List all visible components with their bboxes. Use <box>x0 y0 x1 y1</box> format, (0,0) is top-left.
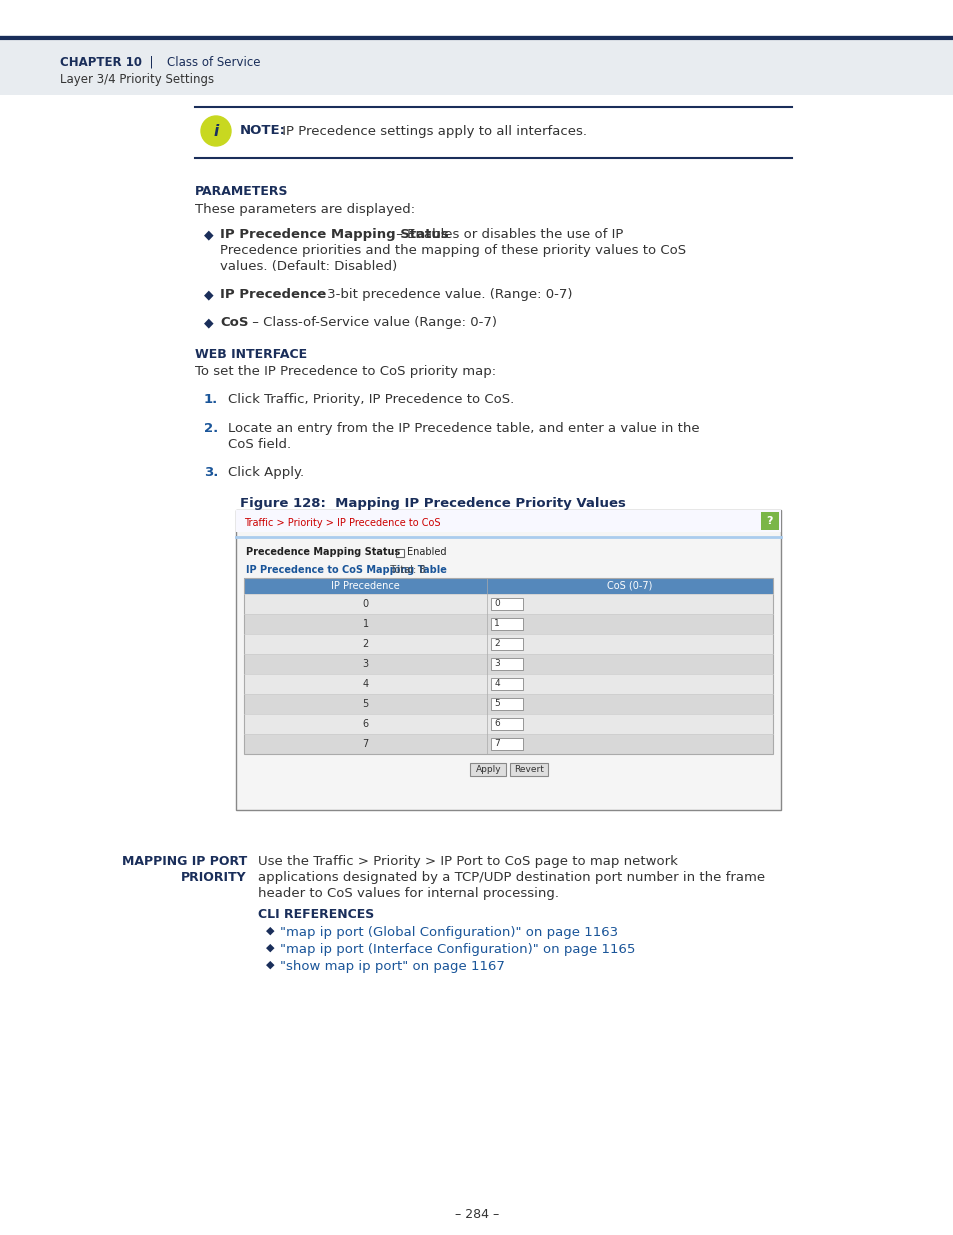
Text: Click Traffic, Priority, IP Precedence to CoS.: Click Traffic, Priority, IP Precedence t… <box>228 393 514 406</box>
Bar <box>491 698 523 710</box>
Text: Total: 8: Total: 8 <box>384 564 425 576</box>
Bar <box>244 594 772 614</box>
Bar <box>244 578 772 755</box>
Text: ◆: ◆ <box>266 960 274 969</box>
Text: CoS (0-7): CoS (0-7) <box>607 580 652 592</box>
Text: |: | <box>142 56 161 68</box>
Text: MAPPING IP PORT: MAPPING IP PORT <box>122 855 247 868</box>
Text: PRIORITY: PRIORITY <box>181 871 247 884</box>
Text: 2.: 2. <box>204 422 218 435</box>
Text: applications designated by a TCP/UDP destination port number in the frame: applications designated by a TCP/UDP des… <box>257 871 764 884</box>
Bar <box>244 694 772 714</box>
Text: Class of Service: Class of Service <box>167 56 260 68</box>
Text: IP Precedence to CoS Mapping Table: IP Precedence to CoS Mapping Table <box>246 564 446 576</box>
Bar <box>244 578 772 594</box>
Bar <box>491 618 523 630</box>
Bar <box>244 655 772 674</box>
Text: i: i <box>213 124 218 138</box>
Text: "map ip port (Global Configuration)" on page 1163: "map ip port (Global Configuration)" on … <box>280 926 618 939</box>
Text: 1: 1 <box>494 620 499 629</box>
Bar <box>395 550 403 557</box>
Text: 2: 2 <box>494 640 499 648</box>
Text: IP Precedence Mapping Status: IP Precedence Mapping Status <box>220 228 448 241</box>
Text: – Class-of-Service value (Range: 0-7): – Class-of-Service value (Range: 0-7) <box>248 316 497 329</box>
Text: 5: 5 <box>362 699 369 709</box>
Text: ◆: ◆ <box>204 316 213 329</box>
Text: Traffic > Priority > IP Precedence to CoS: Traffic > Priority > IP Precedence to Co… <box>244 517 440 529</box>
Text: ◆: ◆ <box>204 228 213 241</box>
Bar <box>470 763 506 776</box>
Text: CLI REFERENCES: CLI REFERENCES <box>257 908 374 921</box>
Text: 4: 4 <box>362 679 369 689</box>
Bar <box>235 510 781 532</box>
Bar <box>491 739 523 750</box>
Bar <box>491 658 523 671</box>
Text: 6: 6 <box>362 719 369 729</box>
Text: IP Precedence: IP Precedence <box>331 580 399 592</box>
Bar <box>491 678 523 690</box>
Text: 3: 3 <box>362 659 369 669</box>
Text: 3: 3 <box>494 659 499 668</box>
Circle shape <box>201 116 231 146</box>
Text: ◆: ◆ <box>266 926 274 936</box>
Text: 0: 0 <box>362 599 369 609</box>
Text: Click Apply.: Click Apply. <box>228 466 304 479</box>
Text: PARAMETERS: PARAMETERS <box>194 185 288 198</box>
Bar <box>244 674 772 694</box>
Text: ◆: ◆ <box>266 944 274 953</box>
Text: 0: 0 <box>494 599 499 609</box>
Text: NOTE:: NOTE: <box>240 125 286 137</box>
Text: 5: 5 <box>494 699 499 709</box>
Text: ◆: ◆ <box>204 288 213 301</box>
Bar <box>760 513 779 530</box>
Text: Locate an entry from the IP Precedence table, and enter a value in the: Locate an entry from the IP Precedence t… <box>228 422 699 435</box>
Text: Precedence Mapping Status: Precedence Mapping Status <box>246 547 400 557</box>
Text: To set the IP Precedence to CoS priority map:: To set the IP Precedence to CoS priority… <box>194 366 496 378</box>
Text: 6: 6 <box>494 720 499 729</box>
Text: – Enables or disables the use of IP: – Enables or disables the use of IP <box>392 228 622 241</box>
Text: – 3-bit precedence value. (Range: 0-7): – 3-bit precedence value. (Range: 0-7) <box>312 288 572 301</box>
Text: WEB INTERFACE: WEB INTERFACE <box>194 348 307 361</box>
Text: CoS field.: CoS field. <box>228 438 291 451</box>
Text: 2: 2 <box>362 638 369 650</box>
Text: "map ip port (Interface Configuration)" on page 1165: "map ip port (Interface Configuration)" … <box>280 944 635 956</box>
Text: 1.: 1. <box>204 393 218 406</box>
Text: CoS: CoS <box>220 316 248 329</box>
Text: header to CoS values for internal processing.: header to CoS values for internal proces… <box>257 887 558 900</box>
Bar <box>244 714 772 734</box>
Text: These parameters are displayed:: These parameters are displayed: <box>194 203 415 216</box>
Text: Figure 128:  Mapping IP Precedence Priority Values: Figure 128: Mapping IP Precedence Priori… <box>240 496 625 510</box>
Text: IP Precedence settings apply to all interfaces.: IP Precedence settings apply to all inte… <box>277 125 586 137</box>
Text: Apply: Apply <box>475 764 500 773</box>
Text: Enabled: Enabled <box>407 547 446 557</box>
Bar <box>510 763 548 776</box>
Text: IP Precedence: IP Precedence <box>220 288 326 301</box>
Bar <box>244 634 772 655</box>
Bar <box>244 614 772 634</box>
Text: "show map ip port" on page 1167: "show map ip port" on page 1167 <box>280 960 504 973</box>
Text: Precedence priorities and the mapping of these priority values to CoS: Precedence priorities and the mapping of… <box>220 245 685 257</box>
Text: values. (Default: Disabled): values. (Default: Disabled) <box>220 261 396 273</box>
Bar <box>244 734 772 755</box>
Bar <box>235 510 781 810</box>
Text: 4: 4 <box>494 679 499 688</box>
Bar <box>491 718 523 730</box>
Text: Revert: Revert <box>514 764 544 773</box>
Text: 7: 7 <box>362 739 369 748</box>
Text: CHAPTER 10: CHAPTER 10 <box>60 56 142 68</box>
Bar <box>491 638 523 650</box>
Bar <box>0 35 953 95</box>
Bar <box>491 598 523 610</box>
Text: ?: ? <box>766 516 773 526</box>
Text: – 284 –: – 284 – <box>455 1209 498 1221</box>
Text: 3.: 3. <box>204 466 218 479</box>
Text: Layer 3/4 Priority Settings: Layer 3/4 Priority Settings <box>60 73 213 85</box>
Text: 1: 1 <box>362 619 369 629</box>
Text: 7: 7 <box>494 740 499 748</box>
Text: Use the Traffic > Priority > IP Port to CoS page to map network: Use the Traffic > Priority > IP Port to … <box>257 855 678 868</box>
